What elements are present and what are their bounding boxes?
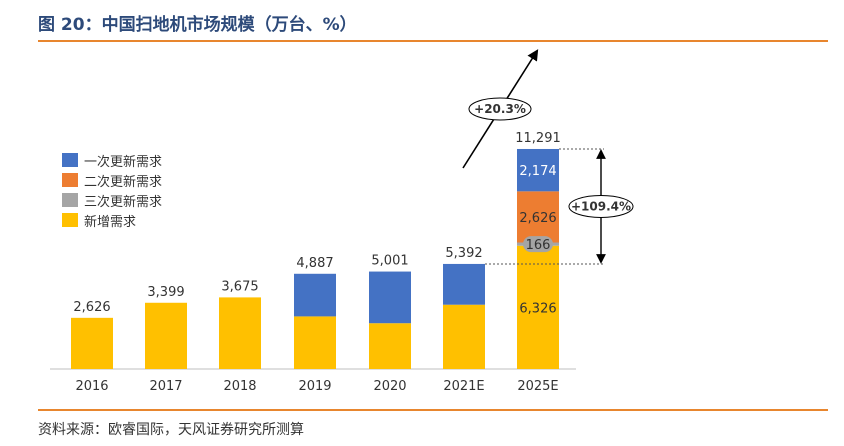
- x-tick-label-2021E: 2021E: [443, 379, 484, 394]
- total-label-2018: 3,675: [221, 279, 258, 294]
- total-label-2017: 3,399: [147, 285, 184, 300]
- x-tick-label-2016: 2016: [75, 379, 108, 394]
- legend-item-second_replacement: 二次更新需求: [62, 170, 162, 190]
- legend-item-first_replacement: 一次更新需求: [62, 150, 162, 170]
- growth-ellipse-109: [568, 194, 634, 218]
- total-label-2025E: 11,291: [515, 131, 561, 146]
- x-tick-label-2017: 2017: [149, 379, 182, 394]
- growth-label-109: +109.4%: [571, 199, 631, 213]
- legend-swatch-new_demand: [62, 213, 78, 227]
- bar-new_demand-2021E: [443, 304, 485, 369]
- segment-label-first-replacement: 2,174: [519, 164, 556, 179]
- segment-label-second-replacement: 2,626: [519, 211, 556, 226]
- bar-second_replacement-2025E: [517, 191, 559, 243]
- x-tick-label-2018: 2018: [223, 379, 256, 394]
- stacked-bar-chart: 2,626 2016 3,399 2017 3,675 2018 4,887 2019 5,00…: [50, 49, 634, 394]
- source-note: 资料来源：欧睿国际，天风证券研究所测算: [38, 422, 304, 438]
- legend-swatch-first_replacement: [62, 153, 78, 167]
- bar-first_replacement-2020: [369, 271, 411, 324]
- x-tick-label-2025E: 2025E: [517, 379, 558, 394]
- legend-label-third_replacement: 三次更新需求: [84, 194, 163, 210]
- legend-swatch-second_replacement: [62, 173, 78, 187]
- segment-pill-third-replacement: [523, 236, 553, 253]
- total-label-2016: 2,626: [73, 300, 110, 315]
- bar-first_replacement-2019: [294, 273, 336, 317]
- chart-legend: 一次更新需求 二次更新需求 三次更新需求 新增需求: [62, 150, 162, 230]
- legend-label-first_replacement: 一次更新需求: [84, 154, 163, 170]
- legend-label-second_replacement: 二次更新需求: [84, 174, 163, 190]
- legend-swatch-third_replacement: [62, 193, 78, 207]
- bar-new_demand-2020: [369, 323, 411, 369]
- growth-ellipse-20: [468, 97, 532, 121]
- segment-label-third-replacement: 166: [526, 238, 551, 253]
- bar-new_demand-2025E: [517, 245, 559, 369]
- x-tick-label-2020: 2020: [373, 379, 406, 394]
- bar-new_demand-2019: [294, 316, 336, 369]
- legend-label-new_demand: 新增需求: [84, 214, 137, 230]
- bar-first_replacement-2025E: [517, 148, 559, 192]
- bar-new_demand-2016: [71, 317, 113, 369]
- x-tick-label-2019: 2019: [298, 379, 331, 394]
- bar-new_demand-2017: [145, 302, 187, 369]
- total-label-2021E: 5,392: [445, 246, 482, 261]
- legend-item-new_demand: 新增需求: [62, 210, 162, 230]
- top-rule: [38, 40, 828, 42]
- segment-label-new-demand: 6,326: [519, 301, 556, 316]
- legend-item-third_replacement: 三次更新需求: [62, 190, 162, 210]
- total-label-2020: 5,001: [371, 254, 408, 269]
- bar-new_demand-2018: [219, 297, 261, 369]
- bar-first_replacement-2021E: [443, 263, 485, 305]
- bottom-rule: [38, 409, 828, 411]
- growth-label-20: +20.3%: [474, 102, 526, 116]
- total-label-2019: 4,887: [296, 256, 333, 271]
- figure-title: 图 20：中国扫地机市场规模（万台、%）: [38, 15, 357, 35]
